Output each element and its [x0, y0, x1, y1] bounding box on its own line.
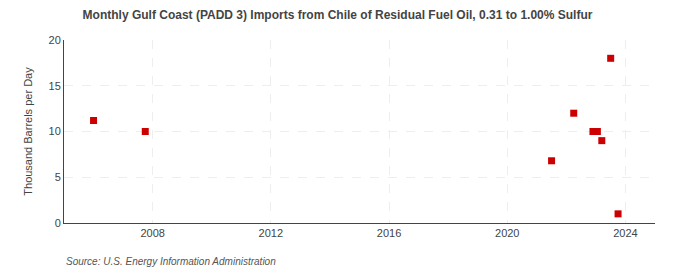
svg-text:2024: 2024	[613, 227, 637, 239]
svg-text:15: 15	[49, 80, 61, 92]
svg-text:20: 20	[49, 34, 61, 46]
svg-text:Source: U.S. Energy Informatio: Source: U.S. Energy Information Administ…	[66, 256, 276, 267]
svg-text:Monthly Gulf Coast (PADD 3) Im: Monthly Gulf Coast (PADD 3) Imports from…	[83, 8, 593, 22]
svg-text:5: 5	[55, 171, 61, 183]
svg-text:2008: 2008	[140, 227, 164, 239]
svg-text:0: 0	[55, 217, 61, 229]
svg-text:2020: 2020	[495, 227, 519, 239]
svg-text:2016: 2016	[377, 227, 401, 239]
svg-text:Thousand Barrels per Day: Thousand Barrels per Day	[22, 67, 34, 196]
svg-text:10: 10	[49, 125, 61, 137]
svg-text:2012: 2012	[259, 227, 283, 239]
